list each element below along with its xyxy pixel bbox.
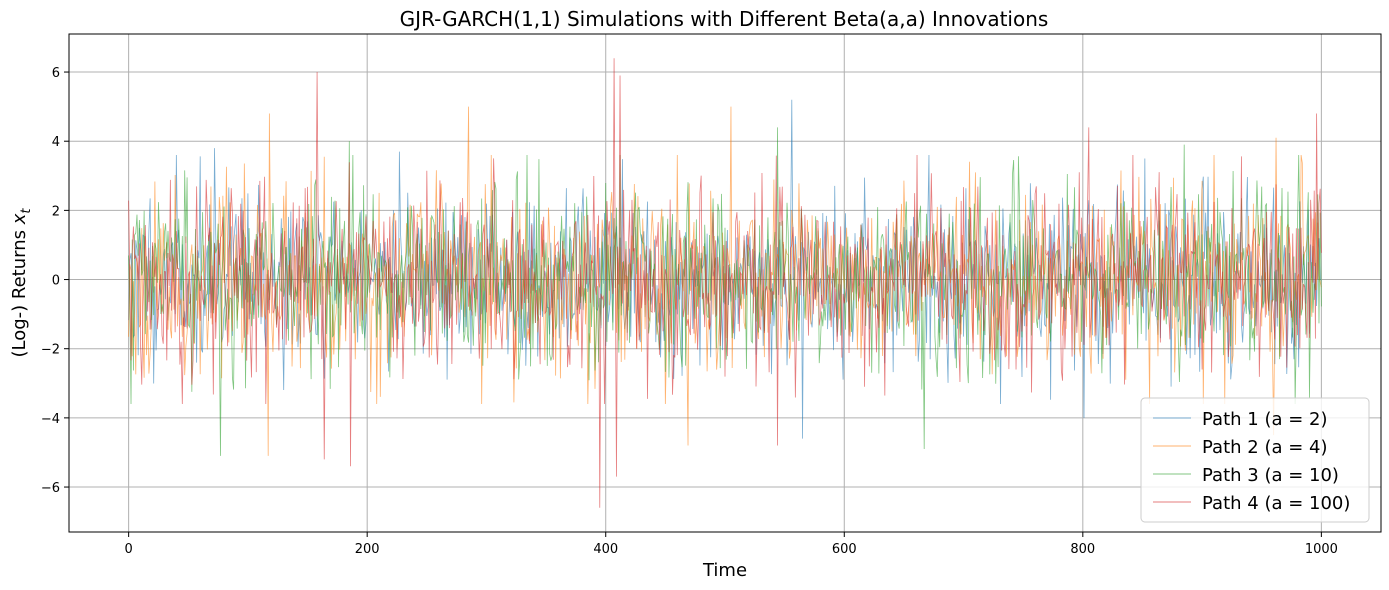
legend-box xyxy=(1140,397,1370,523)
y-tick-label: −6 xyxy=(41,481,60,496)
chart-title: GJR-GARCH(1,1) Simulations with Differen… xyxy=(400,7,1049,31)
series-line xyxy=(128,58,1322,508)
x-tick-label: 1000 xyxy=(1305,542,1338,557)
legend-label: Path 1 (a = 2) xyxy=(1202,409,1328,430)
plot-frame xyxy=(68,33,1382,533)
x-tick-label: 400 xyxy=(593,542,618,557)
y-axis-ticks: −6 −4 −2 0 2 4 6 xyxy=(41,66,69,496)
y-tick-label: −4 xyxy=(41,412,60,427)
legend-label: Path 2 (a = 4) xyxy=(1202,437,1328,458)
x-tick-label: 800 xyxy=(1070,542,1095,557)
legend: Path 1 (a = 2) Path 2 (a = 4) Path 3 (a = … xyxy=(1140,397,1370,523)
x-axis-ticks: 0 200 400 600 800 1000 xyxy=(124,532,1338,557)
x-tick-label: 600 xyxy=(832,542,857,557)
legend-label: Path 4 (a = 100) xyxy=(1202,493,1350,514)
legend-label: Path 3 (a = 10) xyxy=(1202,465,1339,486)
y-axis-label: (Log-) Returns xt xyxy=(9,208,34,358)
y-tick-label: 4 xyxy=(52,135,60,150)
x-axis-label: Time xyxy=(702,560,747,581)
x-tick-label: 200 xyxy=(355,542,380,557)
y-tick-label: 2 xyxy=(52,204,60,219)
x-tick-label: 0 xyxy=(124,542,132,557)
y-tick-label: 0 xyxy=(52,274,60,289)
series-lines xyxy=(128,58,1322,508)
y-tick-label: 6 xyxy=(52,66,60,81)
y-tick-label: −2 xyxy=(41,343,60,358)
